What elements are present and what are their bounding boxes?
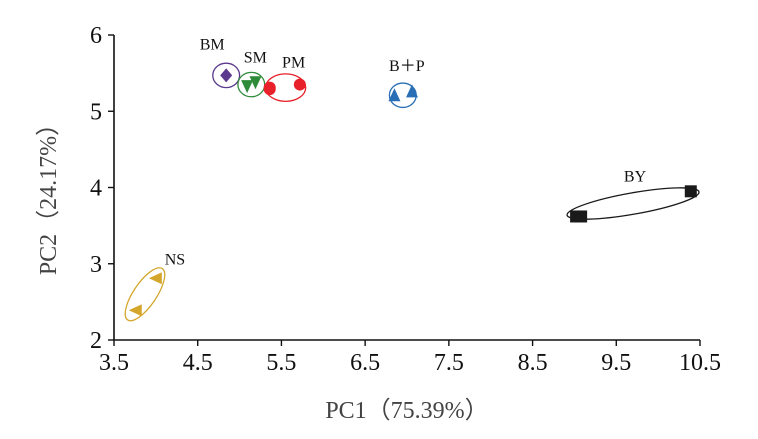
- x-ticks: 3.5 4.5 5.5 6.5 7.5 8.5 9.5 10.5: [99, 340, 721, 376]
- y-tick-label: 4: [90, 176, 102, 202]
- y-tick-label: 5: [90, 99, 102, 125]
- group-ellipse: [566, 187, 700, 220]
- x-tick-label: 10.5: [679, 350, 721, 376]
- group-pm: PM: [263, 55, 307, 102]
- group-ellipse: [124, 267, 166, 322]
- group-label: SM: [244, 50, 267, 67]
- x-tick-label: 3.5: [99, 350, 129, 376]
- group-label: PM: [282, 55, 305, 72]
- data-point: [148, 272, 162, 285]
- data-point: [684, 185, 697, 198]
- data-point: [128, 304, 142, 317]
- x-tick-label: 6.5: [350, 350, 380, 376]
- data-point: [263, 81, 276, 94]
- data-point: [249, 76, 262, 90]
- data-point: [406, 84, 419, 98]
- group-sm: SM: [237, 50, 267, 98]
- y-tick-label: 6: [90, 23, 102, 49]
- y-tick-label: 2: [90, 328, 102, 354]
- y-ticks: 2 3 4 5 6: [90, 23, 114, 354]
- x-tick-label: 8.5: [518, 350, 548, 376]
- x-tick-label: 9.5: [601, 350, 631, 376]
- y-axis-title: PC2（24.17%）: [36, 112, 62, 275]
- data-groups: BM SM PM B＋P BY NS: [124, 36, 700, 322]
- x-tick-label: 4.5: [183, 350, 213, 376]
- data-point: [241, 80, 254, 94]
- group-by: BY: [566, 169, 700, 223]
- x-axis-title: PC1（75.39%）: [325, 398, 488, 424]
- group-ellipse: [237, 71, 266, 98]
- group-ellipse: [212, 62, 241, 89]
- group-label: BY: [624, 169, 647, 186]
- data-point: [575, 210, 588, 223]
- group-label: B＋P: [389, 58, 425, 75]
- group-bp: B＋P: [388, 58, 425, 109]
- x-tick-label: 5.5: [266, 350, 296, 376]
- y-tick-label: 3: [90, 252, 102, 278]
- group-label: NS: [165, 251, 185, 268]
- axes: [113, 35, 700, 341]
- group-label: BM: [200, 36, 225, 53]
- x-tick-label: 7.5: [434, 350, 464, 376]
- data-point: [293, 78, 306, 91]
- group-bm: BM: [200, 36, 241, 89]
- data-point: [220, 68, 233, 83]
- group-ns: NS: [124, 251, 185, 322]
- data-point: [388, 88, 401, 102]
